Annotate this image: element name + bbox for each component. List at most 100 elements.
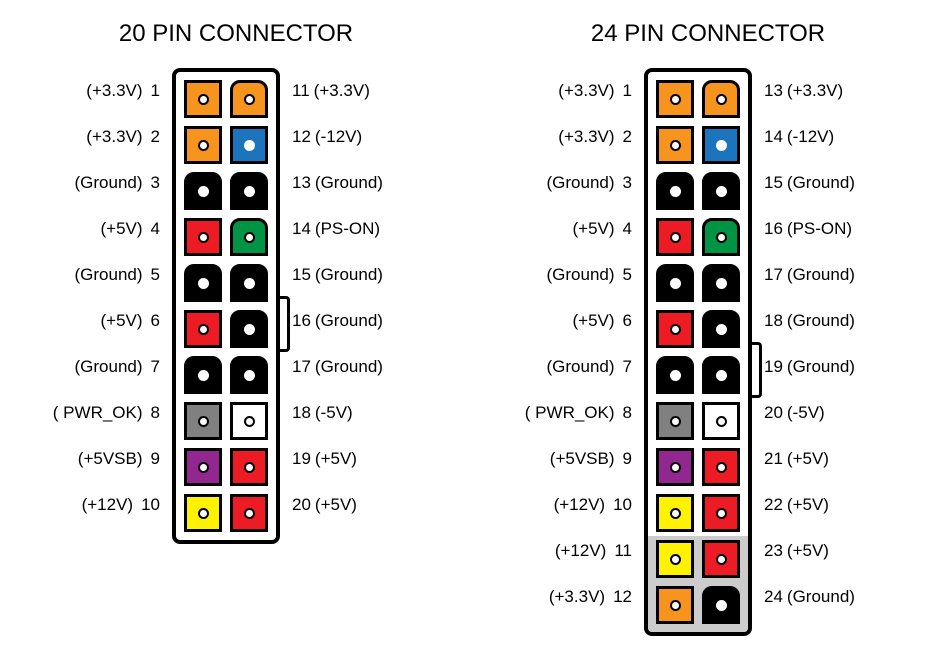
pin-hole	[716, 462, 727, 473]
pin-hole	[716, 232, 727, 243]
pin-number: 15	[764, 173, 783, 193]
pin-hole	[716, 600, 727, 611]
pin-hole	[670, 324, 681, 335]
connector-body: (+3.3V)1(+3.3V)2(Ground)3(+5V)4(Ground)5…	[514, 68, 902, 636]
pin-hole	[670, 186, 681, 197]
pin-number: 11	[292, 81, 310, 101]
pin-socket-4	[656, 218, 694, 256]
pin-socket-5	[656, 264, 694, 302]
pin-socket-10	[184, 494, 222, 532]
pin-label-left-9: (+5VSB)9	[42, 436, 172, 482]
pin-label-left-7: (Ground)7	[514, 344, 644, 390]
pin-signal: (+12V)	[555, 541, 607, 561]
pin-label-left-9: (+5VSB)9	[514, 436, 644, 482]
pin-number: 8	[623, 403, 632, 423]
pin-hole	[198, 94, 209, 105]
pin-number: 9	[151, 449, 160, 469]
pin-signal: (+3.3V)	[86, 81, 142, 101]
pin-hole	[716, 324, 727, 335]
pin-hole	[670, 370, 681, 381]
pin-signal: (Ground)	[75, 173, 143, 193]
pin-socket-13	[702, 80, 740, 118]
pin-number: 9	[623, 449, 632, 469]
pin-hole	[198, 324, 209, 335]
pin-signal: (-5V)	[315, 403, 353, 423]
pin-signal: (+5V)	[787, 541, 829, 561]
pin-socket-24	[702, 586, 740, 624]
pin-signal: (+3.3V)	[86, 127, 142, 147]
pin-hole	[716, 186, 727, 197]
pin-hole	[198, 462, 209, 473]
pin-label-right-13: 13(+3.3V)	[752, 68, 902, 114]
connector-24pin: 24 PIN CONNECTOR(+3.3V)1(+3.3V)2(Ground)…	[514, 20, 902, 636]
pin-label-right-13: 13(Ground)	[280, 160, 430, 206]
connector-20pin: 20 PIN CONNECTOR(+3.3V)1(+3.3V)2(Ground)…	[42, 20, 430, 544]
pin-label-left-4: (+5V)4	[42, 206, 172, 252]
pin-signal: (-12V)	[787, 127, 834, 147]
pin-number: 22	[764, 495, 783, 515]
pin-number: 21	[764, 449, 783, 469]
pin-hole	[670, 94, 681, 105]
pin-signal: (Ground)	[787, 173, 855, 193]
pin-label-left-6: (+5V)6	[514, 298, 644, 344]
pin-label-right-17: 17(Ground)	[280, 344, 430, 390]
pin-signal: (-5V)	[787, 403, 825, 423]
pin-socket-23	[702, 540, 740, 578]
connector-shell	[172, 68, 280, 544]
pin-column-right	[226, 76, 272, 536]
pin-label-left-12: (+3.3V)12	[514, 574, 644, 620]
pin-socket-9	[184, 448, 222, 486]
pin-number: 23	[764, 541, 783, 561]
pin-hole	[198, 140, 209, 151]
pin-hole	[244, 186, 255, 197]
pin-label-left-8: ( PWR_OK)8	[514, 390, 644, 436]
pin-signal: (+3.3V)	[558, 127, 614, 147]
pin-hole	[198, 416, 209, 427]
pin-hole	[670, 554, 681, 565]
pin-number: 13	[764, 81, 783, 101]
pin-number: 4	[623, 219, 632, 239]
pin-label-left-10: (+12V)10	[42, 482, 172, 528]
pin-label-right-20: 20(+5V)	[280, 482, 430, 528]
pin-label-left-1: (+3.3V)1	[514, 68, 644, 114]
pin-label-right-20: 20(-5V)	[752, 390, 902, 436]
pin-number: 2	[151, 127, 160, 147]
pin-signal: (Ground)	[315, 357, 383, 377]
pin-label-right-19: 19(Ground)	[752, 344, 902, 390]
pin-socket-3	[184, 172, 222, 210]
pin-number: 15	[292, 265, 311, 285]
pin-hole	[716, 94, 727, 105]
pin-label-left-5: (Ground)5	[514, 252, 644, 298]
pin-signal: ( PWR_OK)	[53, 403, 143, 423]
label-column-left: (+3.3V)1(+3.3V)2(Ground)3(+5V)4(Ground)5…	[42, 68, 172, 528]
pin-number: 7	[151, 357, 160, 377]
pin-socket-18	[230, 402, 268, 440]
pin-label-right-23: 23(+5V)	[752, 528, 902, 574]
pin-signal: (+3.3V)	[558, 81, 614, 101]
pin-socket-16	[702, 218, 740, 256]
pin-hole	[198, 232, 209, 243]
pin-number: 17	[292, 357, 311, 377]
pin-hole	[716, 370, 727, 381]
pin-socket-3	[656, 172, 694, 210]
pin-signal: (Ground)	[547, 173, 615, 193]
pin-label-right-18: 18(-5V)	[280, 390, 430, 436]
pin-hole	[716, 140, 727, 151]
pin-label-left-1: (+3.3V)1	[42, 68, 172, 114]
pin-signal: (+3.3V)	[787, 81, 843, 101]
pin-label-left-5: (Ground)5	[42, 252, 172, 298]
pin-label-right-15: 15(Ground)	[752, 160, 902, 206]
pin-signal: (Ground)	[315, 311, 383, 331]
pin-label-right-16: 16(Ground)	[280, 298, 430, 344]
pin-hole	[670, 600, 681, 611]
pin-number: 7	[623, 357, 632, 377]
pin-label-left-3: (Ground)3	[514, 160, 644, 206]
pin-signal: (+5V)	[315, 449, 357, 469]
pin-number: 10	[613, 495, 632, 515]
pin-socket-10	[656, 494, 694, 532]
pin-number: 2	[623, 127, 632, 147]
pin-socket-7	[184, 356, 222, 394]
pin-number: 6	[151, 311, 160, 331]
pin-signal: (Ground)	[787, 311, 855, 331]
pin-hole	[244, 462, 255, 473]
